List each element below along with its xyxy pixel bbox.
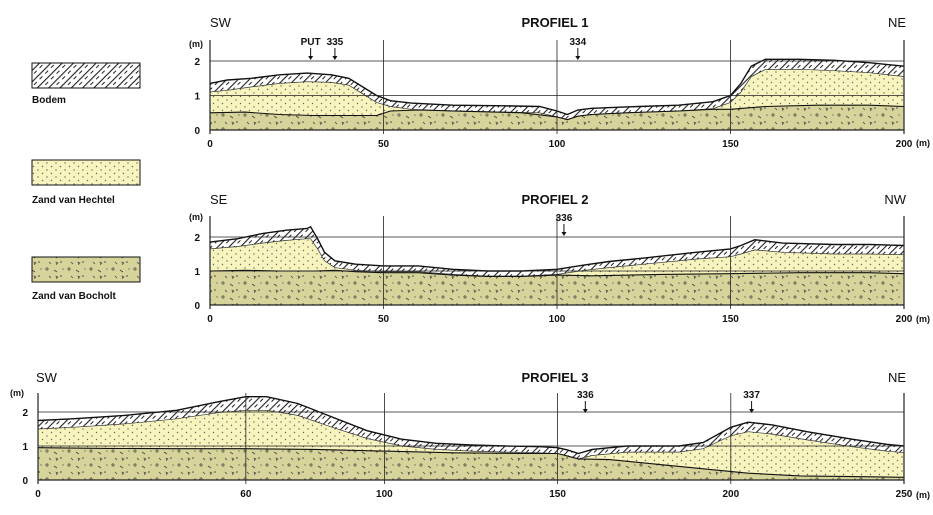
profile-right-direction: NE <box>888 370 906 385</box>
marker-arrow-head <box>308 56 314 60</box>
x-tick-label: 100 <box>549 139 566 150</box>
profile-2: PROFIEL 2 SE NW (m) (m) 0 50 100 150 200 0 1 2 3… <box>189 192 930 325</box>
x-tick-label: 150 <box>722 314 739 325</box>
marker-arrow-head <box>332 56 338 60</box>
profile-left-direction: SE <box>210 192 228 207</box>
y-tick-label: 2 <box>194 57 200 68</box>
profile-1: PROFIEL 1 SW NE (m) (m) 0 50 100 150 200 0 1 2 P… <box>189 15 930 150</box>
legend-label-bodem: Bodem <box>32 95 66 106</box>
y-tick-label: 0 <box>194 126 200 137</box>
y-tick-label: 1 <box>194 267 200 278</box>
marker-label: 337 <box>743 390 760 401</box>
layer-bodem <box>210 59 904 120</box>
x-tick-label: 250 <box>896 489 913 500</box>
x-tick-label: 200 <box>722 489 739 500</box>
legend-label-zand-van-bocholt: Zand van Bocholt <box>32 291 117 302</box>
y-axis-unit: (m) <box>10 388 24 398</box>
x-tick-label: 200 <box>896 139 913 150</box>
layer-zand-van-hechtel <box>38 410 904 478</box>
y-tick-label: 0 <box>194 301 200 312</box>
legend: Bodem Zand van Hechtel Zand van Bocholt <box>31 62 141 302</box>
x-tick-label: 0 <box>207 139 213 150</box>
grid <box>209 216 905 309</box>
legend-item-zand-van-hechtel: Zand van Hechtel <box>31 159 141 206</box>
surface-line <box>37 396 905 455</box>
y-tick-label: 0 <box>22 476 28 487</box>
x-tick-label: 150 <box>549 489 566 500</box>
x-tick-label: 60 <box>240 489 252 500</box>
x-tick-label: 100 <box>549 314 566 325</box>
legend-swatch-zand-van-bocholt <box>31 256 141 283</box>
grid <box>209 40 905 134</box>
legend-item-bodem: Bodem <box>31 62 141 106</box>
markers: PUT 335 334 <box>301 37 587 60</box>
tick-labels: 0 60 100 150 200 250 0 1 2 <box>22 408 912 500</box>
bocholt-boundary-line <box>209 104 905 121</box>
x-tick-label: 0 <box>35 489 41 500</box>
profile-title: PROFIEL 1 <box>522 15 589 30</box>
x-tick-label: 50 <box>378 314 390 325</box>
profile-left-direction: SW <box>210 15 232 30</box>
x-tick-label: 150 <box>722 139 739 150</box>
tick-labels: 0 50 100 150 200 0 1 2 <box>194 57 912 150</box>
x-tick-label: 200 <box>896 314 913 325</box>
legend-swatch-bodem <box>31 62 141 89</box>
legend-swatch-zand-van-hechtel <box>31 159 141 186</box>
y-axis-unit: (m) <box>189 39 203 49</box>
marker-label: PUT <box>301 37 321 48</box>
profile-right-direction: NW <box>884 192 906 207</box>
y-tick-label: 2 <box>194 233 200 244</box>
soil-base-line <box>37 409 905 460</box>
legend-label-zand-van-hechtel: Zand van Hechtel <box>32 195 115 206</box>
marker-arrow-head <box>575 56 581 60</box>
marker-label: 334 <box>569 37 586 48</box>
marker-arrow-head <box>582 409 588 413</box>
layer-zand-van-bocholt <box>38 447 904 480</box>
x-axis-unit: (m) <box>916 138 930 148</box>
marker-arrow-head <box>561 232 567 236</box>
marker-label: 336 <box>556 213 573 224</box>
tick-labels: 0 50 100 150 200 0 1 2 <box>194 233 912 325</box>
y-axis-unit: (m) <box>189 212 203 222</box>
markers: 336 <box>556 213 573 236</box>
y-tick-label: 1 <box>194 92 200 103</box>
x-axis-unit: (m) <box>916 314 930 324</box>
x-tick-label: 50 <box>378 139 390 150</box>
marker-label: 336 <box>577 390 594 401</box>
x-tick-label: 100 <box>376 489 393 500</box>
layers <box>37 396 905 480</box>
y-tick-label: 1 <box>22 442 28 453</box>
grid <box>37 393 905 484</box>
marker-arrow-head <box>749 409 755 413</box>
profile-title: PROFIEL 2 <box>522 192 589 207</box>
x-axis-unit: (m) <box>916 490 930 500</box>
x-tick-label: 0 <box>207 314 213 325</box>
marker-label: 335 <box>327 37 344 48</box>
legend-item-zand-van-bocholt: Zand van Bocholt <box>31 256 141 302</box>
profile-right-direction: NE <box>888 15 906 30</box>
profile-left-direction: SW <box>36 370 58 385</box>
profile-3: PROFIEL 3 SW NE (m) (m) 0 60 100 150 200 2500… <box>10 370 930 500</box>
markers: 336 337 <box>577 390 760 413</box>
bocholt-boundary-line <box>37 447 905 478</box>
y-tick-label: 2 <box>22 408 28 419</box>
profile-title: PROFIEL 3 <box>522 370 589 385</box>
